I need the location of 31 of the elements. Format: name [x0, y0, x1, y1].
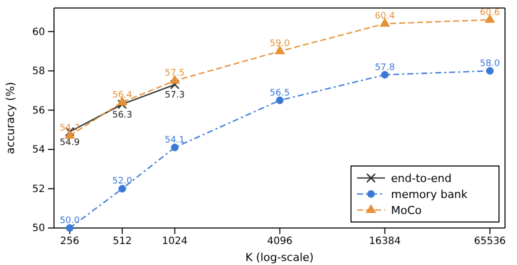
x-tick-label: 256: [60, 236, 80, 248]
legend-label: end-to-end: [391, 172, 452, 185]
y-tick-label: 60: [32, 26, 45, 38]
data-label: 54.9: [60, 138, 80, 148]
y-tick-label: 56: [32, 105, 45, 116]
y-tick-label: 58: [32, 66, 45, 78]
data-label: 60.4: [374, 12, 396, 22]
y-tick-label: 50: [32, 223, 45, 234]
data-label: 57.8: [374, 62, 396, 73]
x-tick-label: 16384: [368, 236, 401, 248]
y-tick-label: 54: [32, 144, 45, 156]
x-tick-label: 512: [112, 236, 132, 248]
data-label: 56.3: [112, 110, 132, 120]
x-axis-title: K (log-scale): [245, 251, 314, 264]
x-tick-label: 65536: [474, 236, 506, 248]
y-tick-label: 52: [32, 184, 45, 195]
data-label: 60.6: [480, 8, 500, 18]
legend-label: MoCo: [391, 204, 422, 217]
data-label: 54.1: [164, 135, 185, 146]
data-label: 57.5: [164, 68, 185, 79]
y-axis-title: accuracy (%): [4, 82, 17, 154]
data-label: 56.4: [112, 90, 133, 100]
data-label: 59.0: [270, 39, 290, 50]
data-label: 56.5: [270, 88, 290, 98]
data-label: 52.0: [112, 176, 133, 187]
legend-label: memory bank: [391, 188, 468, 201]
x-tick-label: 1024: [162, 236, 188, 248]
data-label: 58.0: [480, 58, 500, 69]
data-label: 50.0: [60, 216, 80, 226]
x-tick-label: 4096: [267, 236, 293, 248]
data-label: 57.3: [164, 90, 185, 101]
